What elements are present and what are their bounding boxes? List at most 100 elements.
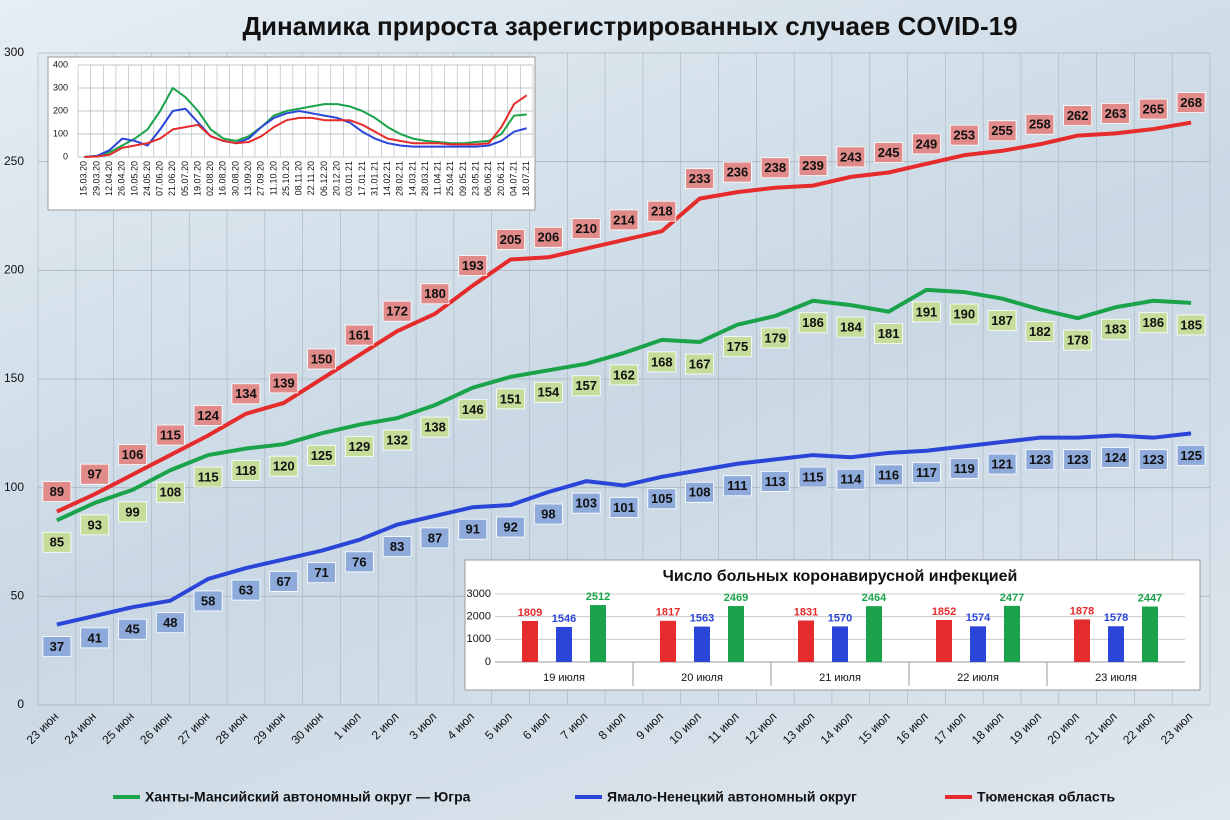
legend-label: Тюменская область <box>977 789 1116 805</box>
data-label-text: 187 <box>991 313 1013 328</box>
x-tick-label: 11.10.20 <box>268 161 278 195</box>
data-label-box <box>912 301 941 323</box>
x-tick-label: 18 июл <box>969 709 1007 747</box>
data-label-text: 265 <box>1142 102 1164 117</box>
data-label: 253 <box>949 124 979 146</box>
data-label-box <box>382 536 412 558</box>
x-tick-label: 13 июл <box>780 709 818 747</box>
data-label-text: 129 <box>349 439 371 454</box>
bar <box>832 626 848 662</box>
data-label-text: 238 <box>764 160 786 175</box>
data-label-text: 97 <box>87 467 101 482</box>
data-label-text: 262 <box>1067 108 1089 123</box>
data-label: 67 <box>269 570 299 592</box>
x-tick-label: 20.06.21 <box>496 161 506 196</box>
x-tick-label: 15.03.20 <box>79 161 89 196</box>
data-label: 243 <box>836 146 866 168</box>
data-label-text: 154 <box>538 385 560 400</box>
data-label-box <box>949 124 979 146</box>
data-label: 167 <box>685 353 715 375</box>
data-label-text: 161 <box>349 328 371 343</box>
data-label-text: 58 <box>201 593 215 608</box>
data-label-box <box>533 381 563 403</box>
data-label-box <box>1025 321 1055 342</box>
data-label-box <box>949 303 979 325</box>
data-label-text: 116 <box>878 467 899 482</box>
data-label: 71 <box>307 562 336 584</box>
data-label: 238 <box>760 157 790 179</box>
data-label-text: 150 <box>311 351 333 366</box>
data-label-text: 67 <box>277 574 291 589</box>
data-label-box <box>949 457 979 479</box>
data-label: 139 <box>269 372 299 394</box>
data-label-box <box>118 501 147 523</box>
x-tick-label: 26.04.20 <box>117 161 127 196</box>
data-label-box <box>307 348 336 370</box>
x-tick-label: 18.07.21 <box>521 161 531 196</box>
x-tick-label: 11 июл <box>705 709 742 746</box>
y-tick-label: 100 <box>4 480 24 494</box>
data-label-text: 106 <box>122 447 144 462</box>
data-label-box <box>533 503 563 525</box>
x-tick-label: 12.04.20 <box>104 161 114 196</box>
series-line <box>84 87 527 158</box>
data-label: 106 <box>118 444 147 466</box>
x-tick-label: 14 июл <box>818 709 856 747</box>
data-label: 124 <box>1101 447 1130 468</box>
data-label: 185 <box>1176 314 1206 336</box>
data-label: 37 <box>42 636 72 657</box>
data-label-box <box>912 462 941 484</box>
x-tick-label: 24 июн <box>62 709 99 746</box>
y-tick-label: 2000 <box>467 611 491 623</box>
data-label: 172 <box>382 300 412 322</box>
data-label-text: 71 <box>314 565 328 580</box>
data-label: 129 <box>344 436 374 458</box>
series-line <box>56 120 1192 514</box>
data-label-text: 191 <box>916 304 938 319</box>
bar-value-label: 2447 <box>1138 592 1162 604</box>
data-label: 118 <box>231 460 261 481</box>
data-label: 115 <box>155 424 185 446</box>
data-label-text: 268 <box>1180 95 1202 110</box>
data-label-box <box>609 209 639 231</box>
data-label: 48 <box>155 612 185 634</box>
data-label: 114 <box>836 468 866 490</box>
x-tick-label: 22.11.20 <box>306 161 316 195</box>
data-label-box <box>533 226 563 248</box>
data-label-box <box>647 200 677 222</box>
data-label-text: 125 <box>311 448 333 463</box>
data-label-box <box>42 481 72 502</box>
data-label: 191 <box>912 301 941 323</box>
data-label-text: 210 <box>575 221 597 236</box>
data-label: 150 <box>307 348 336 370</box>
data-label-text: 249 <box>916 136 938 151</box>
data-label-text: 37 <box>50 639 64 654</box>
x-tick-label: 07.06.20 <box>155 161 165 196</box>
data-label: 98 <box>533 503 563 525</box>
data-label-text: 146 <box>462 402 484 417</box>
x-tick-label: 31.01.21 <box>369 161 379 196</box>
data-label: 99 <box>118 501 147 523</box>
x-tick-label: 22 июл <box>1120 709 1158 747</box>
x-tick-label: 29 июн <box>251 709 288 746</box>
data-label: 108 <box>155 481 185 503</box>
bar-value-label: 1574 <box>966 612 991 624</box>
x-tick-label: 22 июля <box>957 672 999 684</box>
data-label: 125 <box>307 444 336 466</box>
data-label-text: 206 <box>538 230 560 245</box>
data-label-text: 89 <box>50 484 64 499</box>
bar <box>936 620 952 662</box>
x-tick-label: 08.11.20 <box>294 161 304 195</box>
data-label: 97 <box>80 463 110 485</box>
bar-value-label: 2477 <box>1000 592 1024 604</box>
y-tick-label: 250 <box>4 154 24 168</box>
y-tick-label: 200 <box>4 263 24 277</box>
data-label-text: 114 <box>840 472 862 487</box>
data-label-box <box>118 618 147 640</box>
data-label: 180 <box>420 283 450 305</box>
data-label-text: 186 <box>1142 315 1164 330</box>
data-label-box <box>874 142 904 163</box>
data-label-text: 233 <box>689 171 711 186</box>
bar-value-label: 1831 <box>794 606 818 618</box>
data-label-box <box>1101 447 1130 468</box>
